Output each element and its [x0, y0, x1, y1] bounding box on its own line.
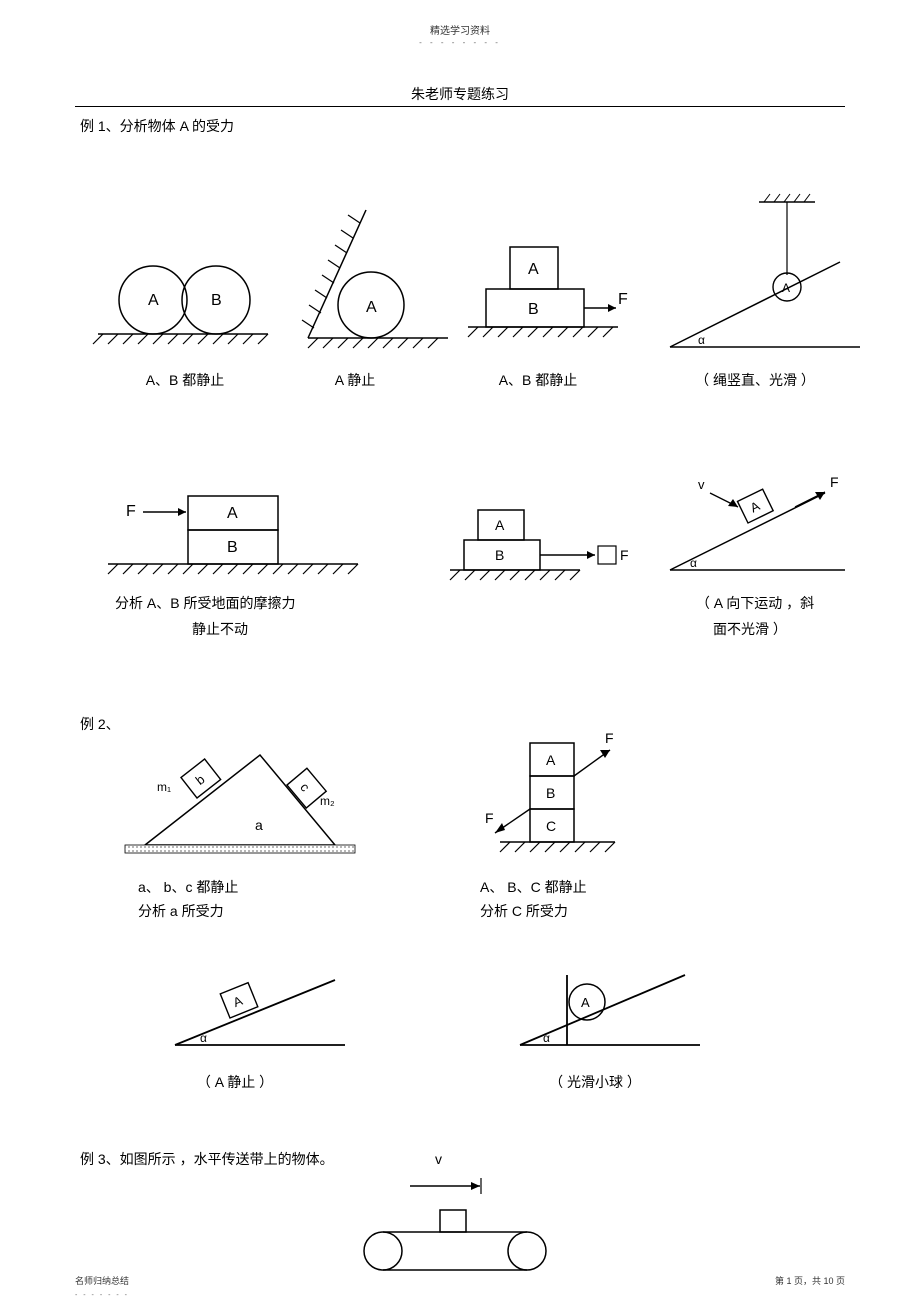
ex1-heading: 例 1、分析物体 A 的受力 — [80, 117, 234, 137]
cap-r2c1a: 分析 A、B 所受地面的摩擦力 — [115, 593, 345, 613]
label-f: F — [620, 547, 629, 563]
label-c: C — [546, 818, 556, 834]
header-dots: - - - - - - - - — [0, 38, 920, 47]
cap-r2c3b: 面不光滑 ） — [700, 619, 800, 639]
label-b: B — [211, 292, 222, 309]
label-a: A — [227, 505, 238, 522]
diagram-triangle-abc: a b m₁ c m₂ — [115, 725, 365, 865]
cap-r1c3: A、B 都静止 — [483, 370, 593, 390]
diagram-conveyor: v — [355, 1150, 565, 1280]
label-a-small: a — [255, 817, 263, 833]
page: 精选学习资料 - - - - - - - - 朱老师专题练习 例 1、分析物体 … — [0, 0, 920, 1305]
diagram-stack-abc: A B C F F — [475, 725, 645, 865]
cap-r2c1b: 静止不动 — [175, 619, 265, 639]
diagram-ball-wall-incline: α A — [505, 960, 705, 1060]
label-alpha: α — [690, 556, 697, 570]
cap-r3r2: 分析 C 所受力 — [480, 901, 640, 921]
label-f: F — [485, 810, 494, 826]
cap-r2c3a: （ A 向下运动 ，斜 — [670, 593, 840, 613]
cap-r1c2: A 静止 — [315, 370, 395, 390]
page-title: 朱老师专题练习 — [0, 84, 920, 104]
label-a: A — [748, 498, 763, 515]
ex3-heading: 例 3、如图所示 ，水平传送带上的物体。 — [80, 1150, 334, 1170]
label-b-small: b — [193, 772, 208, 788]
diagram-a-on-b-force: A B F — [468, 232, 638, 352]
label-alpha: α — [543, 1031, 550, 1045]
title-rule — [75, 106, 845, 107]
label-alpha: α — [698, 333, 705, 347]
diagram-a-on-b-rope: A B F — [450, 498, 650, 598]
footer-left: 名师归纳总结 — [75, 1274, 129, 1287]
cap-r1c4: （ 绳竖直、光滑 ） — [680, 370, 830, 390]
diagram-incline-vf: α A v F — [660, 475, 850, 585]
label-b: B — [528, 301, 539, 318]
label-c-small: c — [297, 780, 313, 795]
label-b: B — [227, 539, 238, 556]
label-b: B — [495, 547, 504, 563]
cap-r4c2: （ 光滑小球 ） — [535, 1072, 655, 1092]
ex2-heading: 例 2、 — [80, 715, 120, 735]
label-m2: m₂ — [320, 794, 335, 808]
cap-r3l1: a、 b、c 都静止 — [138, 877, 288, 897]
label-a: A — [528, 261, 539, 278]
label-a: A — [366, 299, 377, 316]
cap-r3l2: 分析 a 所受力 — [138, 901, 288, 921]
label-a: A — [495, 517, 505, 533]
diagram-rope-incline: A α — [660, 192, 860, 357]
label-f: F — [126, 503, 136, 520]
cap-r3r1: A、 B、C 都静止 — [480, 877, 640, 897]
footer-right: 第 1 页，共 10 页 — [775, 1274, 845, 1287]
footer-dots-left: - - - - - - - — [75, 1292, 129, 1299]
diagram-ball-wall: A — [298, 210, 448, 355]
label-f: F — [618, 291, 628, 308]
label-a: A — [231, 993, 245, 1010]
label-v: v — [698, 477, 705, 492]
label-v: v — [435, 1151, 442, 1167]
label-f: F — [605, 730, 614, 746]
cap-r1c1: A、B 都静止 — [130, 370, 240, 390]
label-m1: m₁ — [157, 780, 171, 794]
label-a: A — [148, 292, 159, 309]
label-a: A — [581, 995, 590, 1010]
header-watermark: 精选学习资料 — [0, 22, 920, 37]
label-a: A — [546, 752, 556, 768]
label-b: B — [546, 785, 555, 801]
label-alpha: α — [200, 1031, 207, 1045]
label-f: F — [830, 474, 839, 490]
cap-r4c1: （ A 静止 ） — [185, 1072, 285, 1092]
diagram-two-balls: A B — [98, 245, 268, 355]
diagram-f-push-stack: F A B — [108, 478, 358, 598]
diagram-a-incline-static: α A — [160, 960, 350, 1060]
